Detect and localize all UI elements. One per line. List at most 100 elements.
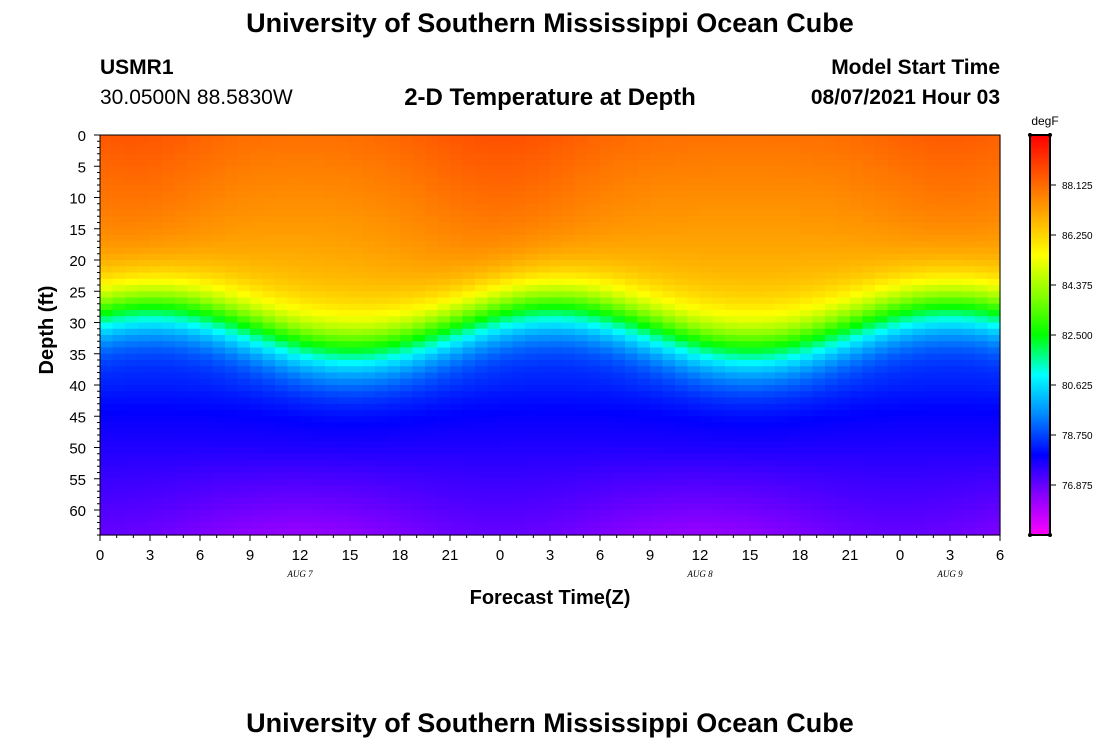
heatmap-cell xyxy=(712,460,726,467)
heatmap-cells xyxy=(100,135,1001,536)
heatmap-cell xyxy=(750,378,764,386)
heatmap-cell xyxy=(637,241,651,249)
heatmap-cell xyxy=(612,135,626,142)
heatmap-cell xyxy=(550,291,564,299)
heatmap-cell xyxy=(225,147,239,155)
heatmap-cell xyxy=(975,372,989,380)
heatmap-cell xyxy=(762,510,776,517)
heatmap-cell xyxy=(350,272,364,280)
heatmap-cell xyxy=(837,410,851,417)
heatmap-cell xyxy=(350,503,364,511)
heatmap-cell xyxy=(687,278,701,286)
x-axis-label: Forecast Time(Z) xyxy=(470,587,631,609)
heatmap-cell xyxy=(400,228,414,236)
heatmap-cell xyxy=(912,485,926,492)
heatmap-cell xyxy=(737,210,751,217)
heatmap-cell xyxy=(550,366,564,374)
heatmap-cell xyxy=(425,447,439,455)
heatmap-cell xyxy=(250,403,264,411)
heatmap-cell xyxy=(650,491,664,499)
heatmap-cell xyxy=(175,216,189,224)
heatmap-cell xyxy=(725,216,739,224)
heatmap-cell xyxy=(987,428,1001,436)
heatmap-cell xyxy=(600,366,614,374)
heatmap-cell xyxy=(812,135,826,142)
heatmap-cell xyxy=(175,341,189,349)
heatmap-cell xyxy=(887,222,901,230)
heatmap-cell xyxy=(712,191,726,199)
heatmap-cell xyxy=(637,197,651,205)
heatmap-cell xyxy=(487,491,501,499)
heatmap-cell xyxy=(512,347,526,355)
heatmap-cell xyxy=(337,391,351,399)
heatmap-cell xyxy=(875,247,889,255)
heatmap-cell xyxy=(400,222,414,230)
heatmap-cell xyxy=(837,178,851,186)
heatmap-cell xyxy=(462,266,476,274)
heatmap-cell xyxy=(325,153,339,161)
heatmap-cell xyxy=(500,335,514,342)
heatmap-cell xyxy=(875,378,889,386)
station-id: USMR1 xyxy=(100,56,174,79)
heatmap-cell xyxy=(675,322,689,330)
heatmap-cell xyxy=(887,335,901,342)
heatmap-cell xyxy=(312,435,326,442)
heatmap-cell xyxy=(400,466,414,474)
heatmap-cell xyxy=(837,272,851,280)
heatmap-cell xyxy=(887,491,901,499)
heatmap-cell xyxy=(862,341,876,349)
heatmap-cell xyxy=(750,510,764,517)
heatmap-cell xyxy=(512,210,526,217)
heatmap-cell xyxy=(162,160,176,167)
heatmap-cell xyxy=(162,435,176,442)
heatmap-cell xyxy=(737,428,751,436)
heatmap-cell xyxy=(500,328,514,336)
heatmap-cell xyxy=(737,341,751,349)
heatmap-cell xyxy=(425,391,439,399)
heatmap-cell xyxy=(862,503,876,511)
heatmap-cell xyxy=(450,141,464,149)
heatmap-cell xyxy=(312,497,326,505)
heatmap-cell xyxy=(575,416,589,424)
heatmap-cell xyxy=(775,397,789,405)
colorbar-end-marker xyxy=(1048,133,1052,137)
heatmap-cell xyxy=(875,416,889,424)
heatmap-cell xyxy=(775,316,789,324)
heatmap-cell xyxy=(550,316,564,324)
heatmap-cell xyxy=(125,353,139,361)
heatmap-cell xyxy=(637,497,651,505)
heatmap-cell xyxy=(475,135,489,142)
heatmap-cell xyxy=(200,260,214,267)
heatmap-cell xyxy=(262,153,276,161)
heatmap-cell xyxy=(412,410,426,417)
heatmap-cell xyxy=(437,216,451,224)
heatmap-cell xyxy=(450,241,464,249)
heatmap-cell xyxy=(212,166,226,174)
heatmap-cell xyxy=(612,403,626,411)
heatmap-cell xyxy=(350,335,364,342)
heatmap-cell xyxy=(462,153,476,161)
heatmap-cell xyxy=(200,472,214,480)
heatmap-cell xyxy=(512,178,526,186)
heatmap-cell xyxy=(287,522,301,530)
heatmap-cell xyxy=(975,272,989,280)
heatmap-cell xyxy=(787,328,801,336)
heatmap-cell xyxy=(412,453,426,461)
heatmap-cell xyxy=(262,141,276,149)
heatmap-cell xyxy=(912,516,926,524)
heatmap-cell xyxy=(387,241,401,249)
heatmap-cell xyxy=(587,172,601,180)
heatmap-cell xyxy=(987,366,1001,374)
heatmap-cell xyxy=(725,466,739,474)
heatmap-cell xyxy=(775,160,789,167)
heatmap-cell xyxy=(700,435,714,442)
heatmap-cell xyxy=(737,391,751,399)
heatmap-cell xyxy=(800,328,814,336)
heatmap-cell xyxy=(900,503,914,511)
heatmap-cell xyxy=(437,210,451,217)
heatmap-cell xyxy=(612,397,626,405)
heatmap-cell xyxy=(500,278,514,286)
heatmap-cell xyxy=(712,510,726,517)
heatmap-cell xyxy=(625,191,639,199)
heatmap-cell xyxy=(250,478,264,486)
